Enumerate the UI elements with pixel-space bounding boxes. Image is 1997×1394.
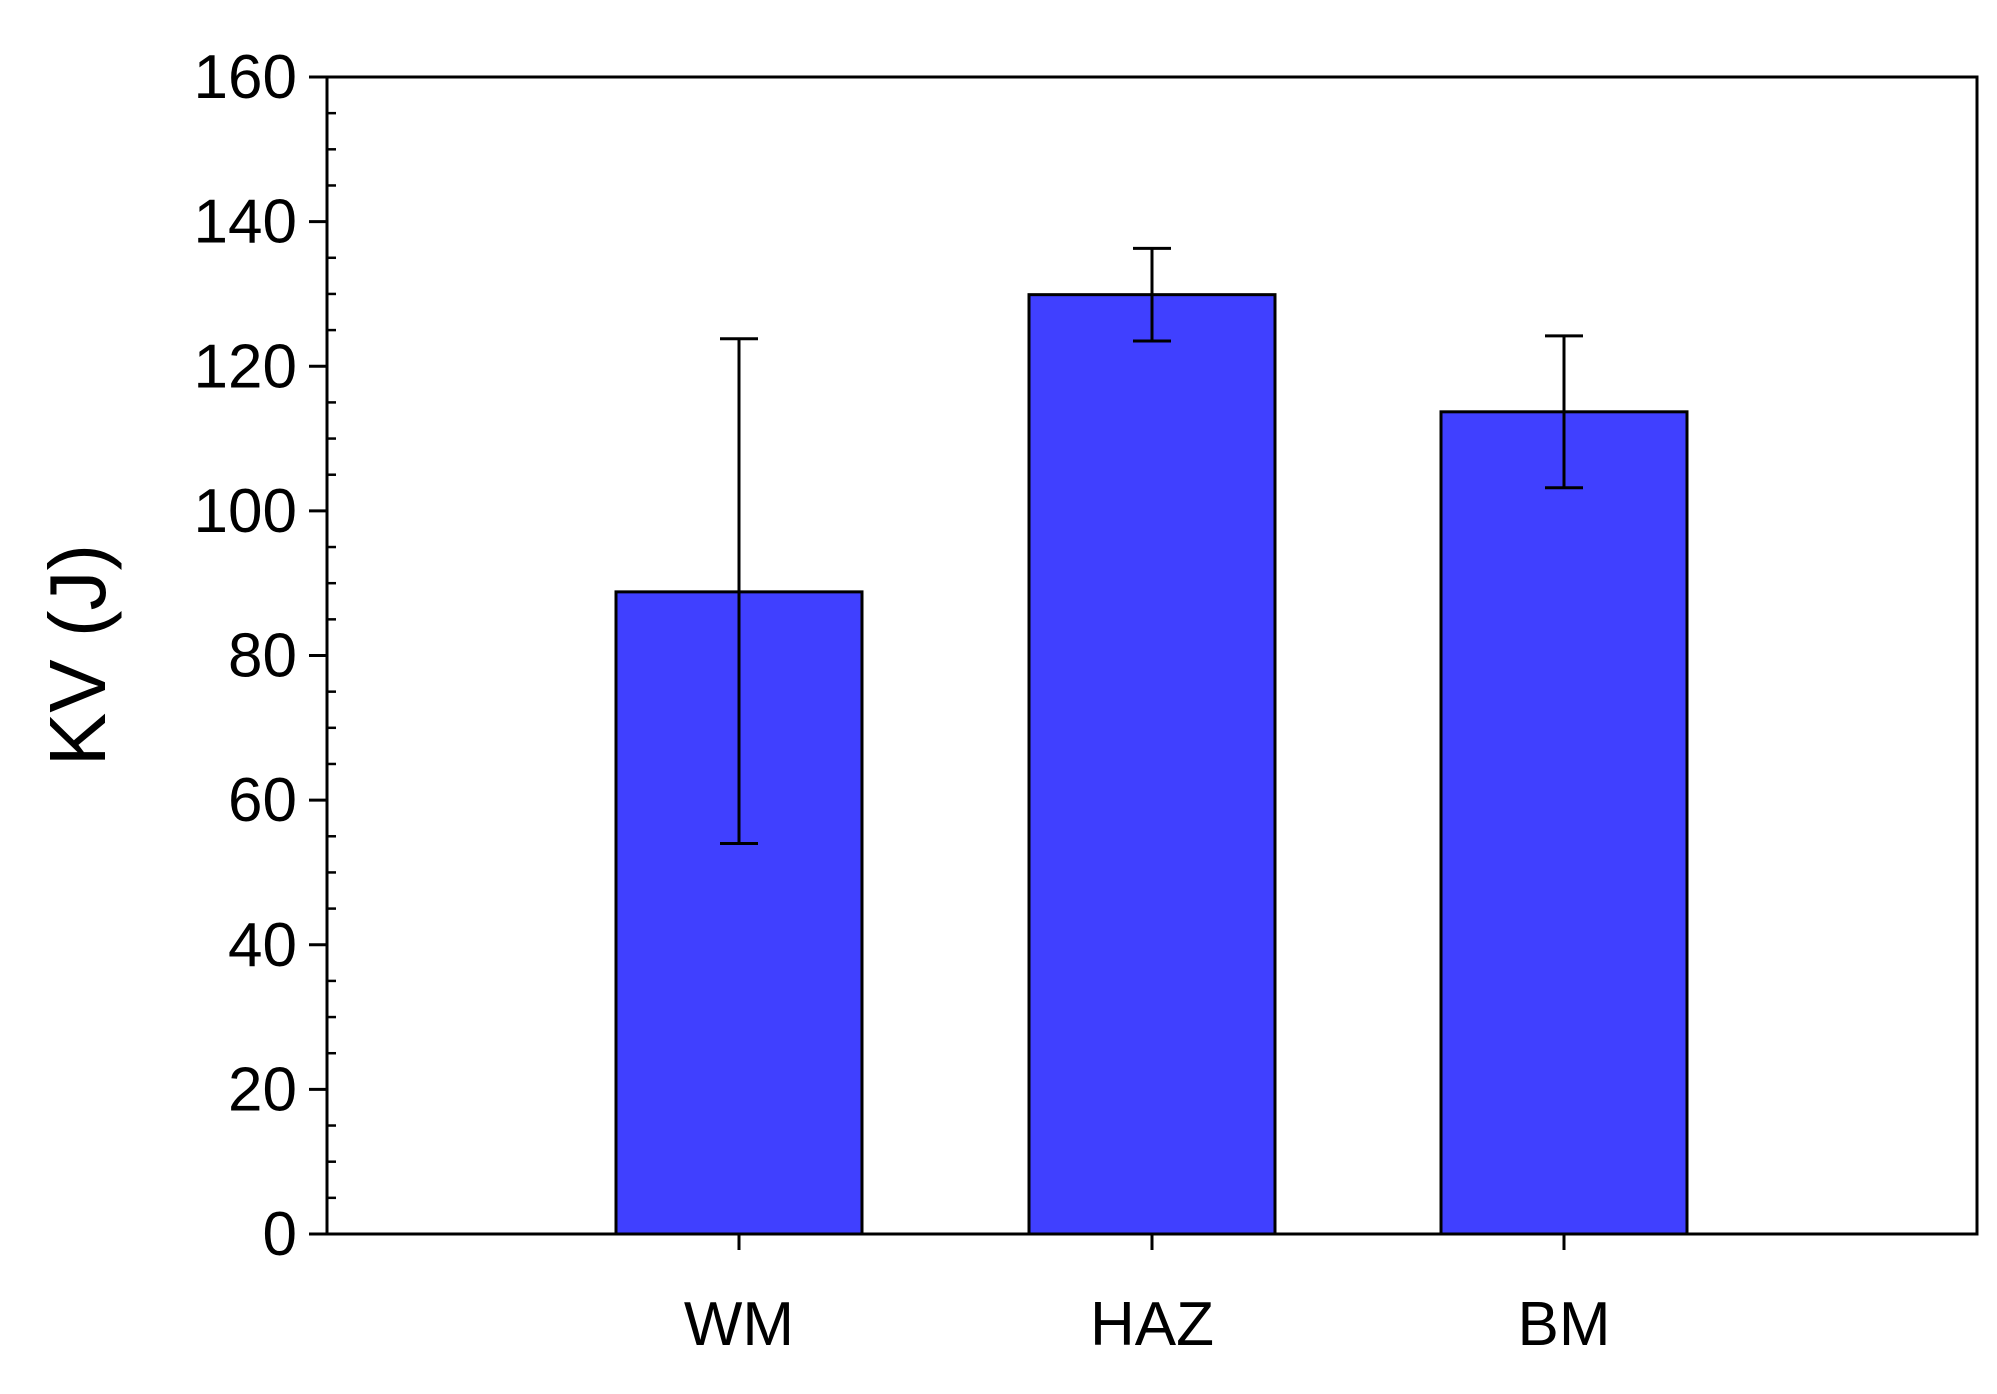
y-tick-label: 120 xyxy=(194,332,297,401)
y-tick-label: 40 xyxy=(228,911,297,980)
error-bar-haz xyxy=(1133,246,1171,343)
y-tick-label: 80 xyxy=(228,622,297,691)
y-tick-label: 20 xyxy=(228,1055,297,1124)
y-tick-label: 160 xyxy=(194,43,297,112)
error-bars-layer xyxy=(720,246,1583,846)
bars-layer xyxy=(614,293,1689,1236)
y-tick-label: 140 xyxy=(194,188,297,257)
x-axis: WM HAZ BM xyxy=(684,1234,1611,1359)
bar-bm xyxy=(1439,410,1689,1236)
error-bar-bm xyxy=(1545,334,1583,490)
y-tick-label: 100 xyxy=(194,477,297,546)
x-tick-label-haz: HAZ xyxy=(1090,1290,1214,1359)
y-axis: 0 20 40 60 80 100 120 140 160 xyxy=(194,43,336,1269)
y-tick-label: 0 xyxy=(263,1200,297,1269)
y-tick-label: 60 xyxy=(228,766,297,835)
y-axis-title: KV (J) xyxy=(33,544,122,766)
x-tick-label-wm: WM xyxy=(684,1290,794,1359)
bar-haz xyxy=(1027,293,1277,1236)
error-bar-wm xyxy=(720,337,758,846)
x-tick-label-bm: BM xyxy=(1518,1290,1611,1359)
